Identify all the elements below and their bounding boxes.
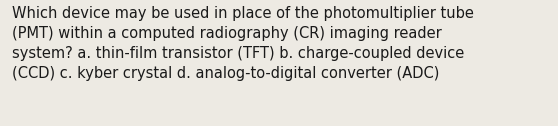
Text: Which device may be used in place of the photomultiplier tube
(PMT) within a com: Which device may be used in place of the… [12, 6, 474, 81]
